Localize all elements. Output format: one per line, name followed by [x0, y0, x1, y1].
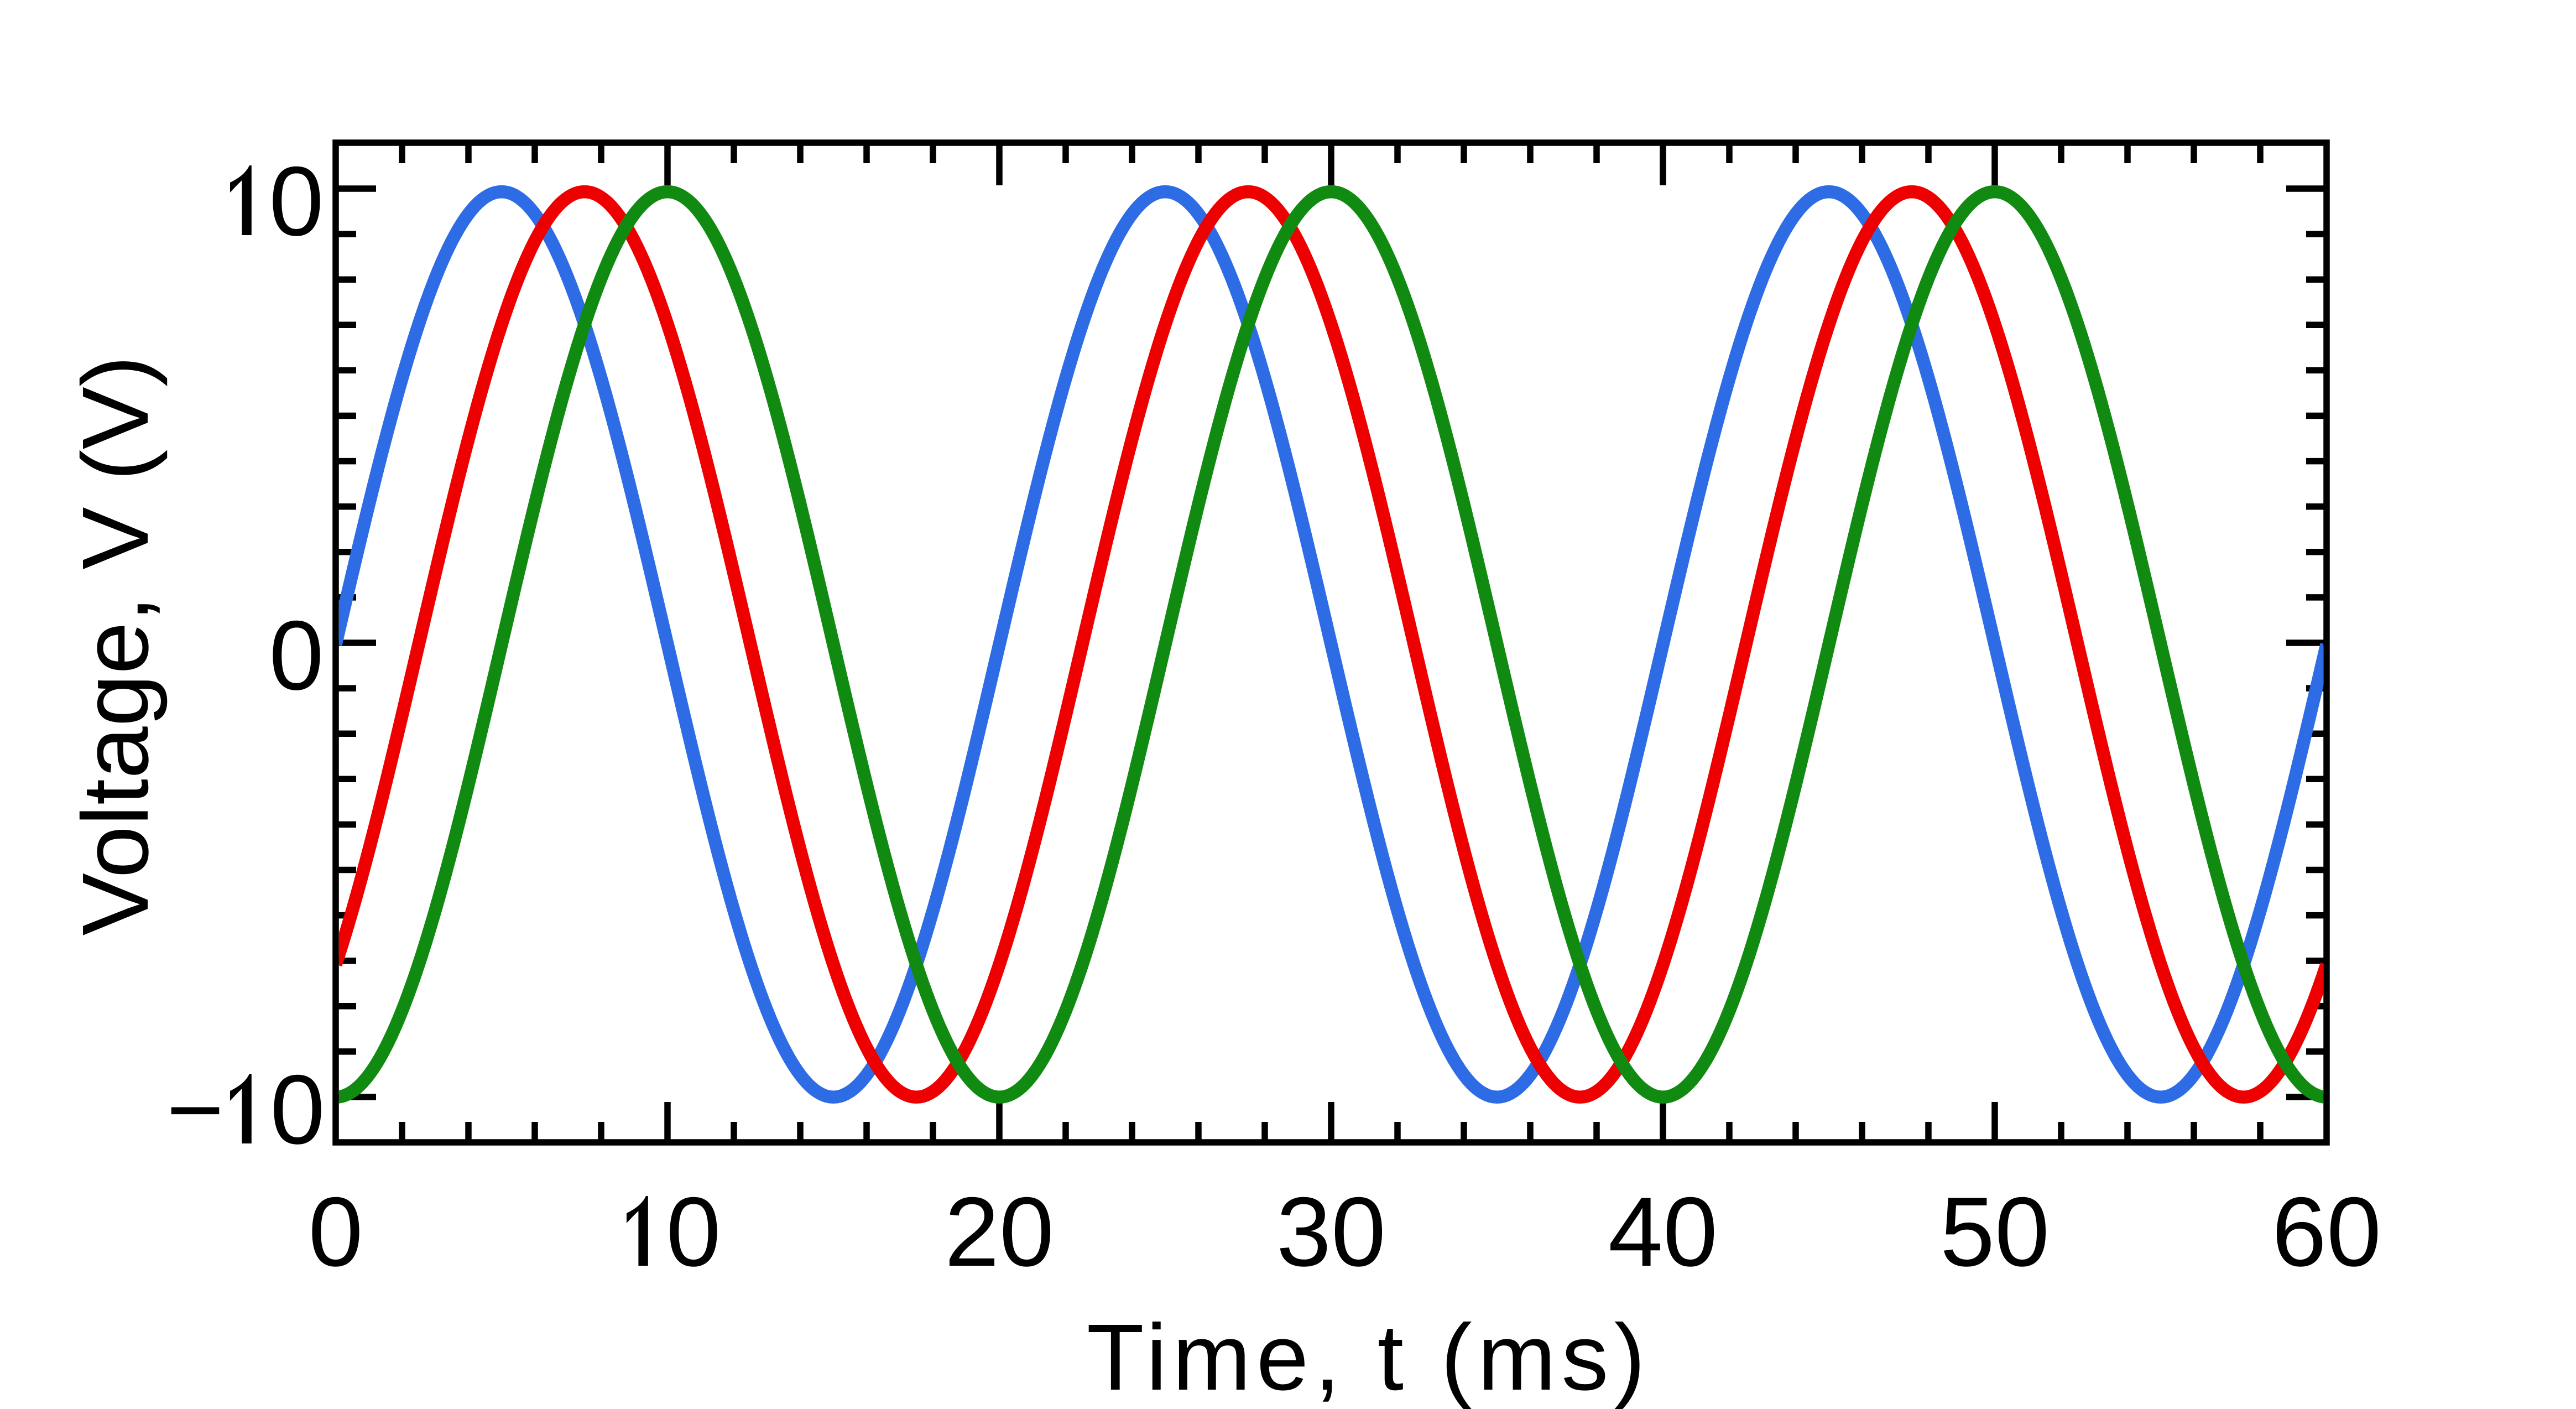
svg-text:0: 0: [309, 1177, 363, 1287]
svg-text:Voltage, V (V): Voltage, V (V): [63, 356, 168, 936]
svg-text:−: −: [166, 1054, 224, 1164]
svg-text:0: 0: [270, 1054, 325, 1164]
svg-text:0: 0: [269, 600, 324, 710]
svg-text:Time, t (ms): Time, t (ms): [1087, 1305, 1651, 1409]
svg-text:50: 50: [1940, 1177, 2050, 1287]
svg-text:30: 30: [1276, 1177, 1386, 1287]
svg-text:20: 20: [945, 1177, 1054, 1287]
svg-text:0: 0: [666, 1177, 721, 1287]
svg-text:60: 60: [2272, 1177, 2381, 1287]
svg-text:0: 0: [269, 146, 324, 256]
svg-text:40: 40: [1608, 1177, 1718, 1287]
